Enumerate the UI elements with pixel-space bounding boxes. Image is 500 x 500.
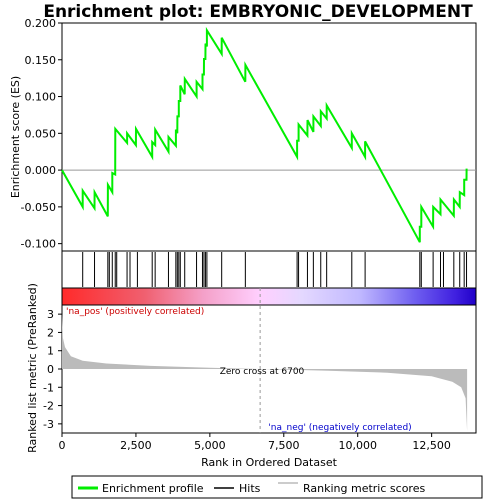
es-ytick-label: -0.100 (21, 238, 56, 251)
es-ytick-label: 0.200 (25, 17, 57, 30)
chart-title: Enrichment plot: EMBRYONIC_DEVELOPMENT (43, 2, 473, 22)
metric-ylabel: Ranked list metric (PreRanked) (26, 283, 39, 453)
metric-ytick-label: 0 (47, 363, 54, 376)
neg-label: 'na_neg' (negatively correlated) (268, 423, 411, 433)
metric-ytick-label: 2 (47, 326, 54, 339)
xtick-label: 2,500 (120, 439, 152, 452)
legend-hits-label: Hits (239, 482, 261, 495)
es-ytick-label: 0.100 (25, 91, 57, 104)
rank-color-bar (62, 288, 476, 305)
es-ylabel: Enrichment score (ES) (9, 76, 22, 198)
es-y-axis: -0.100 -0.050 0.000 0.050 0.100 0.150 0.200 (21, 17, 62, 251)
es-ytick-label: 0.000 (25, 164, 57, 177)
xtick-label: 0 (59, 439, 66, 452)
legend-metric-label: Ranking metric scores (303, 482, 425, 495)
metric-ytick-label: -3 (43, 418, 54, 431)
es-ytick-label: 0.050 (25, 127, 57, 140)
metric-ytick-label: 3 (47, 308, 54, 321)
es-ytick-label: -0.050 (21, 201, 56, 214)
pos-label: 'na_pos' (positively correlated) (66, 307, 204, 317)
x-axis: 0 2,500 5,000 7,500 10,000 12,500 (59, 433, 451, 452)
metric-ytick-label: -2 (43, 400, 54, 413)
metric-ytick-label: -1 (43, 381, 54, 394)
xtick-label: 10,000 (338, 439, 377, 452)
metric-ytick-label: 1 (47, 345, 54, 358)
legend-profile-label: Enrichment profile (102, 482, 204, 495)
es-ytick-label: 0.150 (25, 54, 57, 67)
xtick-label: 5,000 (194, 439, 226, 452)
xtick-label: 12,500 (412, 439, 451, 452)
hits-panel-frame (62, 251, 476, 288)
zero-cross-label: Zero cross at 6700 (220, 367, 305, 377)
xtick-label: 7,500 (268, 439, 300, 452)
es-panel-frame (62, 23, 476, 251)
x-axis-label: Rank in Ordered Dataset (201, 456, 338, 469)
metric-y-axis: 3 2 1 0 -1 -2 -3 (43, 308, 62, 431)
